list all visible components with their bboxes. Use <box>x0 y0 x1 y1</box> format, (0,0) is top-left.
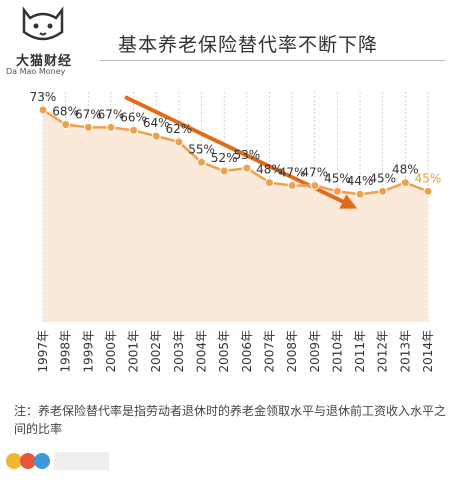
data-label: 48% <box>392 163 419 177</box>
x-tick-label: 2002年 <box>149 330 163 373</box>
data-point <box>197 157 207 167</box>
data-point <box>151 131 161 141</box>
data-label: 53% <box>233 148 260 162</box>
watermark-logo <box>6 452 109 470</box>
data-point <box>287 181 297 191</box>
data-label: 64% <box>143 116 170 130</box>
x-tick-label: 1998年 <box>59 330 73 373</box>
data-label: 55% <box>188 142 215 156</box>
brand-logo: 大猫财经 Da Mao Money <box>6 4 86 76</box>
area-fill <box>43 110 428 322</box>
data-label: 44% <box>347 174 374 188</box>
data-point <box>264 178 274 188</box>
x-tick-label: 2008年 <box>285 330 299 373</box>
data-point <box>400 178 410 188</box>
data-point <box>129 125 139 135</box>
data-point <box>61 120 71 130</box>
data-label: 47% <box>279 166 306 180</box>
data-point <box>242 163 252 173</box>
data-label: 45% <box>369 171 396 185</box>
x-tick-label: 2014年 <box>421 330 435 373</box>
x-tick-label: 2001年 <box>127 330 141 373</box>
data-label: 47% <box>301 166 328 180</box>
logo-english-name: Da Mao Money <box>6 67 66 76</box>
data-label: 67% <box>75 107 102 121</box>
x-tick-label: 2009年 <box>308 330 322 373</box>
chart-title: 基本养老保险替代率不断下降 <box>118 34 379 56</box>
logo-chinese-name: 大猫财经 <box>16 54 73 69</box>
x-tick-label: 2003年 <box>172 330 186 373</box>
data-label: 45% <box>415 171 442 185</box>
x-tick-label: 2010年 <box>330 330 344 373</box>
x-tick-label: 2011年 <box>353 330 367 373</box>
footnote: 注：养老保险替代率是指劳动者退休时的养老金领取水平与退休前工资收入水平之间的比率 <box>14 404 447 436</box>
data-label: 73% <box>30 90 57 104</box>
x-tick-label: 2013年 <box>398 330 412 373</box>
data-label: 52% <box>211 151 238 165</box>
data-label: 68% <box>52 105 79 119</box>
title-divider <box>100 60 445 61</box>
x-tick-label: 2012年 <box>376 330 390 373</box>
data-point <box>106 122 116 132</box>
data-point <box>174 137 184 147</box>
line-area-chart: 73%68%67%67%66%64%62%55%52%53%48%47%47%4… <box>30 90 442 373</box>
data-point <box>38 105 48 115</box>
data-point <box>423 186 433 196</box>
x-tick-label: 2000年 <box>104 330 118 373</box>
data-label: 45% <box>324 171 351 185</box>
data-point <box>355 189 365 199</box>
x-tick-label: 2005年 <box>217 330 231 373</box>
data-point <box>83 122 93 132</box>
x-tick-label: 2004年 <box>195 330 209 373</box>
data-point <box>378 186 388 196</box>
x-tick-label: 1997年 <box>36 330 50 373</box>
data-label: 67% <box>98 107 125 121</box>
x-tick-label: 2007年 <box>262 330 276 373</box>
data-point <box>219 166 229 176</box>
x-tick-label: 1999年 <box>81 330 95 373</box>
cat-logo-icon <box>22 6 64 41</box>
x-tick-labels: 1997年 1998年 1999年 2000年 2001年 2002年 2003年 2004年… <box>36 330 435 373</box>
data-labels: 73%68%67%67%66%64%62%55%52%53%48%47%47%4… <box>30 90 442 188</box>
data-points <box>38 105 433 199</box>
data-point <box>310 181 320 191</box>
data-label: 62% <box>166 122 193 136</box>
x-tick-label: 2006年 <box>240 330 254 373</box>
data-point <box>332 186 342 196</box>
data-label: 48% <box>256 163 283 177</box>
data-label: 66% <box>120 110 147 124</box>
